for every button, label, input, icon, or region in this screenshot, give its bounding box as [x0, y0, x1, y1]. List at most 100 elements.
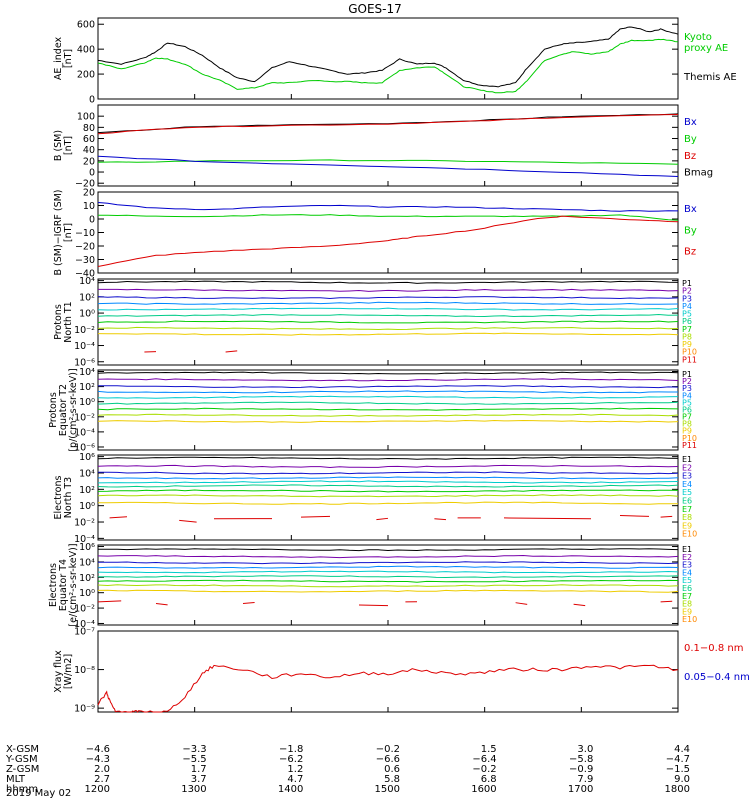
y-tick-label: 10⁻⁷ — [74, 627, 95, 638]
date-label: 2019 May 02 — [6, 788, 71, 799]
channel-line — [98, 590, 678, 592]
channel-line — [98, 379, 678, 381]
y-tick-label: 10² — [79, 573, 95, 584]
x-axis-value: 1700 — [568, 784, 593, 795]
y-tick-label: 400 — [77, 45, 95, 56]
series-line — [98, 115, 678, 134]
series-legend: Themis AE — [683, 72, 737, 83]
x-axis-value: 1800 — [665, 784, 690, 795]
channel-line — [98, 396, 678, 398]
y-tick-label: 10⁻² — [74, 325, 95, 336]
series-legend: Bz — [684, 247, 696, 258]
y-tick-label: 10⁻⁴ — [74, 341, 95, 352]
y-tick-label: 0 — [89, 168, 95, 179]
series-legend: By — [684, 134, 697, 145]
y-axis-label: [nT] — [63, 136, 74, 155]
channel-legend: E10 — [682, 530, 697, 539]
y-tick-label: 80 — [83, 123, 95, 134]
y-tick-label: 10⁰ — [79, 501, 95, 512]
series-legend: Bx — [684, 204, 697, 215]
channel-line — [98, 297, 678, 299]
y-tick-label: 10⁰ — [79, 588, 95, 599]
channel-line — [98, 495, 678, 497]
y-axis-label: North T3 — [63, 477, 74, 518]
panel-frame — [98, 455, 678, 540]
channel-line — [98, 302, 678, 304]
channel-line — [98, 372, 678, 374]
y-tick-label: 10⁶ — [79, 542, 95, 553]
y-tick-label: 10⁰ — [79, 397, 95, 408]
channel-line — [98, 490, 678, 492]
y-tick-label: 10⁴ — [79, 367, 95, 378]
panel-frame — [98, 18, 678, 99]
y-tick-label: 40 — [83, 145, 95, 156]
y-tick-label: 10² — [79, 485, 95, 496]
red-dash — [243, 602, 255, 603]
red-dash — [620, 515, 649, 516]
channel-line — [98, 580, 678, 582]
channel-line — [98, 485, 678, 487]
channel-legend: P11 — [682, 355, 697, 364]
channel-line — [98, 571, 678, 573]
channel-line — [98, 562, 678, 564]
red-dash — [301, 516, 330, 517]
channel-line — [98, 281, 678, 283]
red-dash — [110, 517, 127, 518]
red-dash — [661, 601, 673, 602]
series-legend: 0.1−0.8 nm — [684, 643, 743, 654]
y-tick-label: 100 — [77, 112, 95, 123]
x-axis-value: 1600 — [471, 784, 496, 795]
y-tick-label: 0 — [89, 95, 95, 106]
x-axis-table: X-GSMY-GSMZ-GSMMLThhmm−4.6−4.32.02.71200… — [5, 744, 690, 795]
y-axis-label: [p/(cm²-s-sr-keV)] — [68, 368, 79, 451]
y-axis-label: [nT] — [63, 223, 74, 242]
red-dash — [179, 520, 196, 522]
channel-line — [98, 386, 678, 388]
channel-line — [98, 333, 678, 335]
x-axis-value: 1400 — [278, 784, 303, 795]
series-line — [98, 665, 678, 712]
y-tick-label: 10² — [79, 382, 95, 393]
red-dash — [156, 603, 168, 604]
y-tick-label: 10⁴ — [79, 468, 95, 479]
y-tick-label: −20 — [75, 242, 95, 253]
y-tick-label: −30 — [75, 255, 95, 266]
red-dash — [516, 603, 528, 605]
channel-line — [98, 576, 678, 578]
channel-legend: E10 — [682, 615, 697, 624]
y-tick-label: 10⁰ — [79, 309, 95, 320]
plot-title: GOES-17 — [348, 2, 402, 16]
channel-line — [98, 308, 678, 310]
x-axis-value: 1500 — [375, 784, 400, 795]
channel-line — [98, 465, 678, 467]
y-tick-label: 600 — [77, 20, 95, 31]
red-dash — [376, 518, 388, 519]
channel-line — [98, 391, 678, 393]
red-dash — [504, 518, 591, 519]
channel-line — [98, 321, 678, 323]
channel-line — [98, 502, 678, 504]
channel-line — [98, 402, 678, 404]
red-dash — [359, 605, 388, 606]
y-tick-label: 10⁴ — [79, 557, 95, 568]
series-line — [98, 216, 678, 266]
series-legend: Kyoto — [684, 32, 712, 43]
channel-line — [98, 457, 678, 459]
series-legend: 0.05−0.4 nm — [684, 672, 750, 683]
series-legend: Bz — [684, 151, 696, 162]
channel-line — [98, 327, 678, 329]
channel-line — [98, 414, 678, 416]
channel-legend: P11 — [682, 441, 697, 450]
series-legend: Bmag — [684, 168, 713, 179]
panel-frame — [98, 192, 678, 273]
y-tick-label: 10 — [83, 201, 95, 212]
